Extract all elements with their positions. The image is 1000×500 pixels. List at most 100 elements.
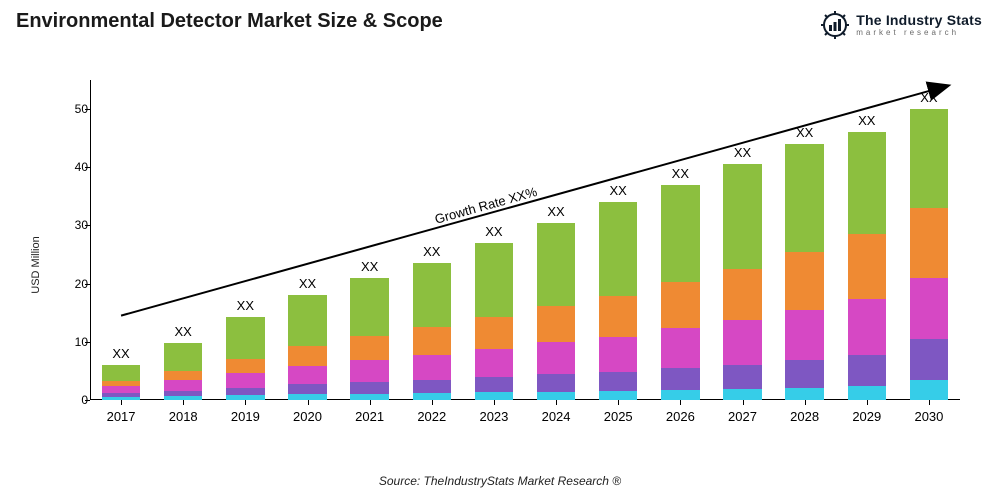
bar-segment (723, 365, 762, 389)
bar-segment (350, 336, 389, 360)
bar-segment (785, 388, 824, 400)
bar-segment (226, 388, 265, 396)
x-tick-label: 2026 (666, 409, 695, 424)
bar-segment (785, 360, 824, 388)
bar-segment (475, 349, 514, 378)
bar-segment (661, 185, 700, 283)
x-tick-label: 2027 (728, 409, 757, 424)
bar-value-label: XX (350, 259, 389, 274)
bar-value-label: XX (288, 276, 327, 291)
bar-segment (723, 389, 762, 400)
brand-name: The Industry Stats (856, 13, 982, 27)
y-tick-label: 50 (60, 102, 88, 116)
bar-value-label: XX (661, 166, 700, 181)
bar-segment (413, 263, 452, 327)
bar-segment (599, 372, 638, 391)
x-tick-label: 2019 (231, 409, 260, 424)
page-title: Environmental Detector Market Size & Sco… (16, 10, 443, 33)
bar: XX (475, 243, 514, 400)
x-tick-mark (805, 400, 806, 405)
bar-segment (848, 386, 887, 400)
bar-segment (475, 392, 514, 400)
bar: XX (599, 202, 638, 400)
bar-segment (164, 371, 203, 380)
bar-segment (288, 295, 327, 346)
brand-logo: The Industry Stats market research (820, 10, 982, 40)
x-tick-mark (618, 400, 619, 405)
bar-segment (910, 380, 949, 400)
x-tick-label: 2030 (914, 409, 943, 424)
bar-segment (413, 380, 452, 393)
bar-segment (226, 373, 265, 388)
bar-value-label: XX (102, 346, 141, 361)
x-tick-label: 2020 (293, 409, 322, 424)
bar: XX (785, 144, 824, 400)
bar-segment (102, 397, 141, 400)
bar-value-label: XX (723, 145, 762, 160)
y-tick-label: 30 (60, 218, 88, 232)
x-tick-label: 2024 (542, 409, 571, 424)
y-tick-label: 0 (60, 393, 88, 407)
y-tick-label: 10 (60, 335, 88, 349)
bar-segment (848, 355, 887, 386)
x-tick-mark (183, 400, 184, 405)
bar-value-label: XX (164, 324, 203, 339)
bar-segment (475, 317, 514, 349)
brand-tagline: market research (856, 29, 982, 37)
bar: XX (661, 185, 700, 400)
bar-value-label: XX (475, 224, 514, 239)
bar-value-label: XX (848, 113, 887, 128)
x-tick-mark (494, 400, 495, 405)
bar-segment (413, 327, 452, 355)
bar-segment (537, 392, 576, 400)
root: Environmental Detector Market Size & Sco… (0, 0, 1000, 500)
x-tick-label: 2025 (604, 409, 633, 424)
bar-segment (537, 306, 576, 342)
bar-segment (599, 202, 638, 296)
x-tick-mark (743, 400, 744, 405)
bar-segment (848, 234, 887, 299)
x-tick-label: 2017 (107, 409, 136, 424)
bar-segment (723, 269, 762, 320)
bar-segment (350, 394, 389, 400)
source-caption: Source: TheIndustryStats Market Research… (0, 474, 1000, 488)
x-tick-label: 2029 (852, 409, 881, 424)
bar-segment (599, 391, 638, 400)
x-tick-mark (245, 400, 246, 405)
bar-segment (723, 164, 762, 269)
bar-value-label: XX (785, 125, 824, 140)
bar-segment (848, 299, 887, 355)
x-tick-mark (308, 400, 309, 405)
bar-segment (661, 282, 700, 327)
x-tick-label: 2022 (417, 409, 446, 424)
y-tick-label: 20 (60, 277, 88, 291)
x-tick-label: 2021 (355, 409, 384, 424)
bar-segment (350, 360, 389, 382)
bar-segment (910, 339, 949, 380)
bar-segment (350, 278, 389, 336)
bar-segment (537, 374, 576, 391)
bar-value-label: XX (910, 90, 949, 105)
bar-segment (910, 278, 949, 339)
x-tick-mark (929, 400, 930, 405)
bar-segment (661, 328, 700, 368)
bar-segment (848, 132, 887, 234)
x-tick-mark (680, 400, 681, 405)
bar-segment (785, 252, 824, 310)
bar-segment (102, 386, 141, 393)
bar-segment (723, 320, 762, 365)
bar-segment (910, 109, 949, 208)
bar: XX (288, 295, 327, 400)
x-tick-label: 2018 (169, 409, 198, 424)
bar-segment (785, 310, 824, 360)
bar-segment (537, 342, 576, 374)
bar: XX (164, 343, 203, 400)
bar-segment (661, 390, 700, 400)
bar-value-label: XX (226, 298, 265, 313)
bar: XX (102, 365, 141, 400)
bar-segment (102, 365, 141, 381)
brand-logo-text: The Industry Stats market research (856, 13, 982, 37)
x-tick-mark (121, 400, 122, 405)
x-tick-mark (867, 400, 868, 405)
x-tick-label: 2028 (790, 409, 819, 424)
